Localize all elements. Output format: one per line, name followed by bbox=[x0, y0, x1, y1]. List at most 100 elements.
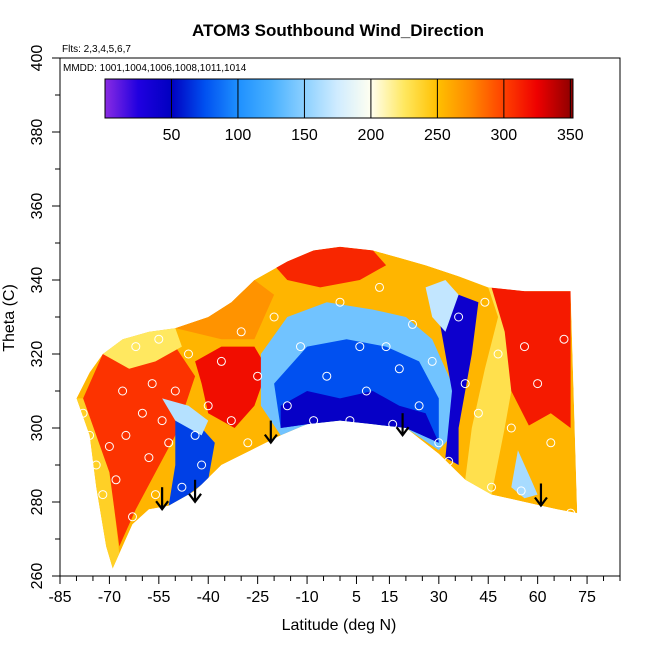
observation-point bbox=[78, 408, 88, 418]
flight-arrow bbox=[534, 483, 548, 508]
x-tick-label: 30 bbox=[430, 589, 448, 606]
colorbar: 50 100 150 200 250 300 350 bbox=[104, 78, 584, 144]
observation-point bbox=[322, 371, 332, 381]
y-tick-label: 400 bbox=[29, 45, 46, 72]
observation-point bbox=[137, 408, 147, 418]
colorbar-tick-label: 50 bbox=[163, 127, 181, 144]
observation-point bbox=[566, 508, 576, 518]
field-region-midlat-red bbox=[195, 346, 268, 428]
observation-point bbox=[243, 438, 253, 448]
x-tick-label: 75 bbox=[578, 589, 596, 606]
observation-point bbox=[118, 386, 128, 396]
observation-point bbox=[216, 356, 226, 366]
colorbar-ticks: 50 100 150 200 250 300 350 bbox=[163, 79, 584, 144]
observation-point bbox=[154, 334, 164, 344]
colorbar-tick-label: 250 bbox=[424, 127, 451, 144]
field-region-northern-deep-blue-column bbox=[438, 294, 479, 465]
observation-point bbox=[111, 475, 121, 485]
x-tick-label: 15 bbox=[381, 589, 399, 606]
observation-point bbox=[147, 379, 157, 389]
observation-point bbox=[104, 442, 114, 451]
flight-arrow bbox=[155, 487, 169, 512]
observation-point bbox=[98, 490, 108, 500]
y-tick-label: 260 bbox=[29, 563, 46, 590]
y-tick-label: 280 bbox=[29, 489, 46, 516]
colorbar-tick-label: 150 bbox=[291, 127, 318, 144]
observation-point bbox=[121, 430, 131, 440]
observation-point bbox=[203, 401, 213, 411]
field-region-southern-yellow-tongue bbox=[102, 328, 182, 369]
x-tick-label: 5 bbox=[352, 589, 361, 606]
x-tick-label: -25 bbox=[246, 589, 269, 606]
y-axis: 260 280 300 320 340 360 380 400 bbox=[29, 45, 60, 590]
observation-point bbox=[282, 401, 292, 411]
y-tick-label: 340 bbox=[29, 267, 46, 294]
observation-point bbox=[480, 297, 490, 307]
observation-point bbox=[128, 512, 137, 522]
observation-point bbox=[381, 342, 391, 352]
observation-point bbox=[506, 423, 516, 433]
x-axis: -85 -70 -55 -40 -25 -10 5 15 30 45 60 75 bbox=[48, 576, 621, 606]
observation-point bbox=[487, 482, 496, 492]
x-tick-label: -40 bbox=[197, 589, 220, 606]
field-region-southern-red-core bbox=[83, 339, 196, 547]
observation-point bbox=[85, 430, 95, 440]
observation-point bbox=[157, 416, 167, 426]
observation-point bbox=[394, 364, 404, 374]
flight-arrow bbox=[395, 413, 410, 438]
x-tick-label: -55 bbox=[147, 589, 170, 606]
observation-point bbox=[269, 312, 279, 322]
y-tick-label: 380 bbox=[29, 119, 46, 146]
observation-point bbox=[91, 460, 101, 470]
observation-point bbox=[454, 312, 464, 322]
y-axis-label: Theta (C) bbox=[1, 284, 18, 352]
field-region-southern-blue-pocket bbox=[168, 413, 215, 506]
observation-point bbox=[473, 408, 483, 418]
x-tick-label: 45 bbox=[479, 589, 497, 606]
colorbar-tick-label: 350 bbox=[557, 127, 584, 144]
observation-points bbox=[78, 282, 576, 522]
observation-point bbox=[151, 490, 160, 500]
y-tick-label: 360 bbox=[29, 193, 46, 220]
observation-point bbox=[375, 282, 384, 292]
x-axis-label: Latitude (deg N) bbox=[282, 617, 397, 634]
observation-point bbox=[296, 342, 305, 352]
observation-point bbox=[184, 349, 193, 359]
field-region-northern-yellow bbox=[458, 276, 518, 495]
observation-point bbox=[533, 379, 543, 389]
field-region-upper-red-band bbox=[274, 246, 387, 288]
observation-point bbox=[144, 453, 154, 463]
observation-point bbox=[226, 416, 236, 426]
observation-point bbox=[197, 460, 207, 470]
field-region-arctic-light-blue bbox=[511, 450, 538, 499]
observation-point bbox=[210, 482, 220, 492]
colorbar-tick-label: 100 bbox=[225, 127, 252, 144]
field-region-tropical-deep-blue bbox=[280, 391, 439, 443]
observation-point bbox=[345, 416, 355, 426]
observation-point bbox=[460, 379, 470, 389]
colorbar-gradient bbox=[104, 78, 574, 119]
colorbar-tick-label: 200 bbox=[358, 127, 385, 144]
flight-arrows bbox=[155, 413, 548, 512]
observation-point bbox=[414, 401, 424, 411]
observation-point bbox=[427, 356, 437, 366]
observation-point bbox=[309, 416, 319, 426]
observation-point bbox=[434, 438, 444, 448]
flight-arrow bbox=[263, 420, 278, 445]
x-tick-label: -10 bbox=[295, 589, 318, 606]
y-tick-label: 300 bbox=[29, 415, 46, 442]
y-tick-label: 320 bbox=[29, 341, 46, 368]
x-tick-label: -85 bbox=[48, 589, 71, 606]
observation-point bbox=[253, 371, 263, 381]
observation-point bbox=[355, 342, 365, 352]
observation-point bbox=[444, 456, 454, 466]
observation-point bbox=[190, 430, 200, 440]
observation-point bbox=[493, 349, 503, 359]
observation-point bbox=[164, 438, 174, 448]
observation-point bbox=[236, 327, 246, 337]
observation-point bbox=[388, 419, 398, 429]
observation-point bbox=[177, 482, 187, 492]
observation-point bbox=[170, 386, 180, 396]
field-region-southern-orange-edge bbox=[76, 398, 120, 569]
observation-point bbox=[408, 319, 417, 329]
